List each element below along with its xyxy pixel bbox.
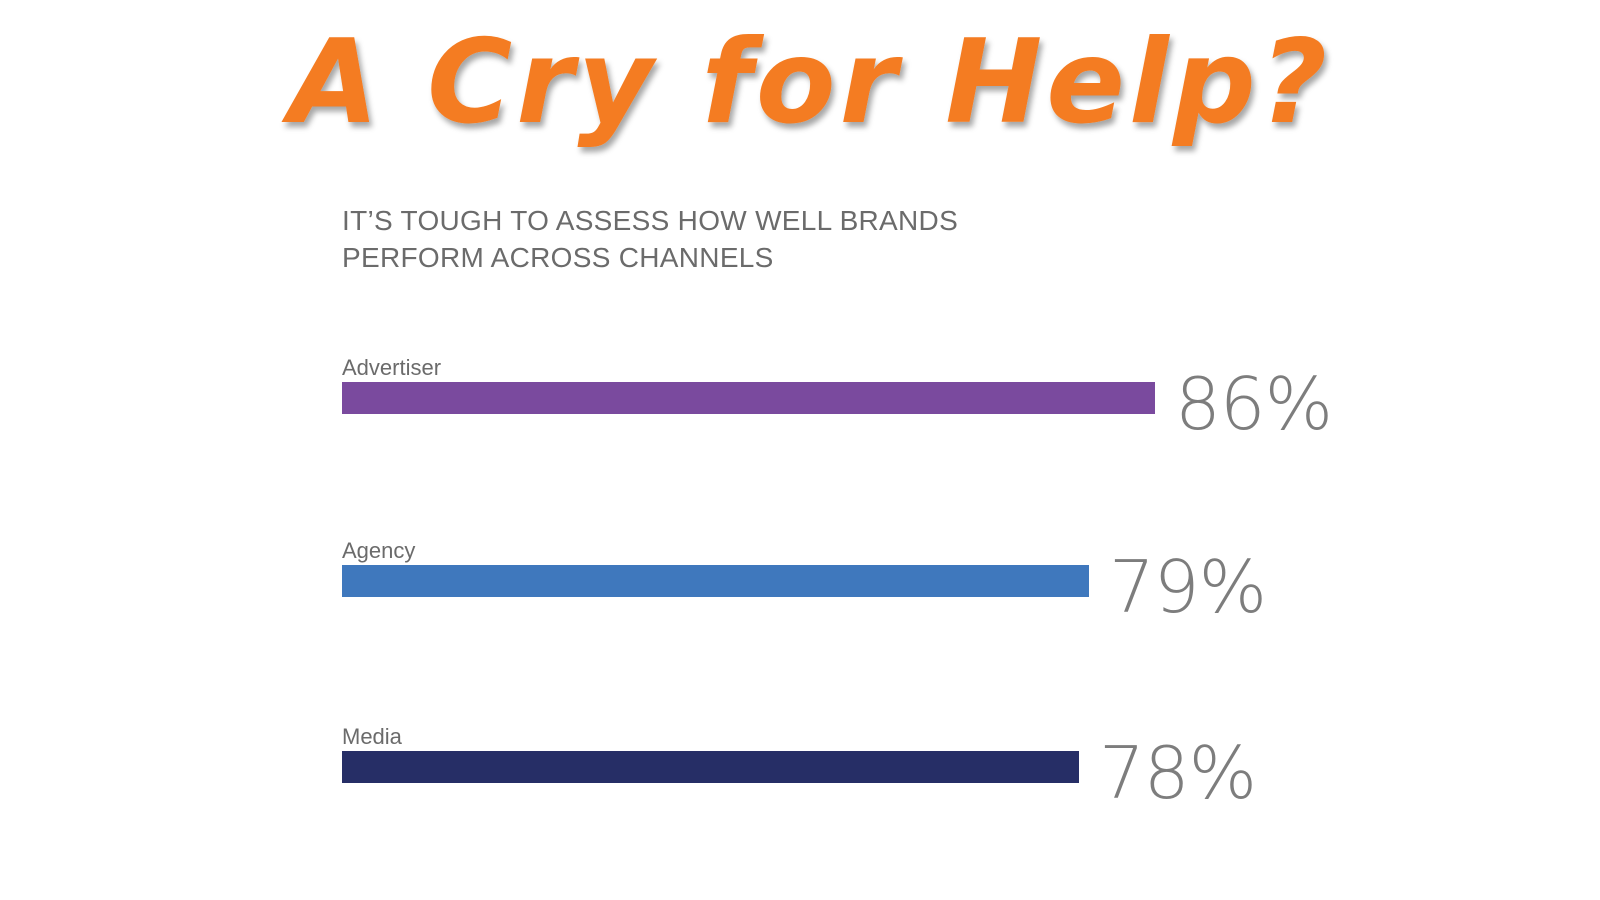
value-label: 86% (1175, 362, 1333, 446)
bar (342, 382, 1155, 414)
bar (342, 565, 1089, 597)
headline: A Cry for Help? (0, 0, 1600, 190)
headline-text: A Cry for Help? (281, 15, 1331, 150)
value-label: 78% (1099, 731, 1257, 815)
category-label: Media (342, 724, 402, 749)
category-label: Agency (342, 538, 416, 563)
headline-graphic: A Cry for Help? (281, 15, 1331, 150)
value-label: 79% (1109, 545, 1267, 629)
chart-title: IT’S TOUGH TO ASSESS HOW WELL BRANDS PER… (342, 205, 959, 273)
category-label: Advertiser (342, 355, 442, 380)
bar (342, 751, 1079, 783)
